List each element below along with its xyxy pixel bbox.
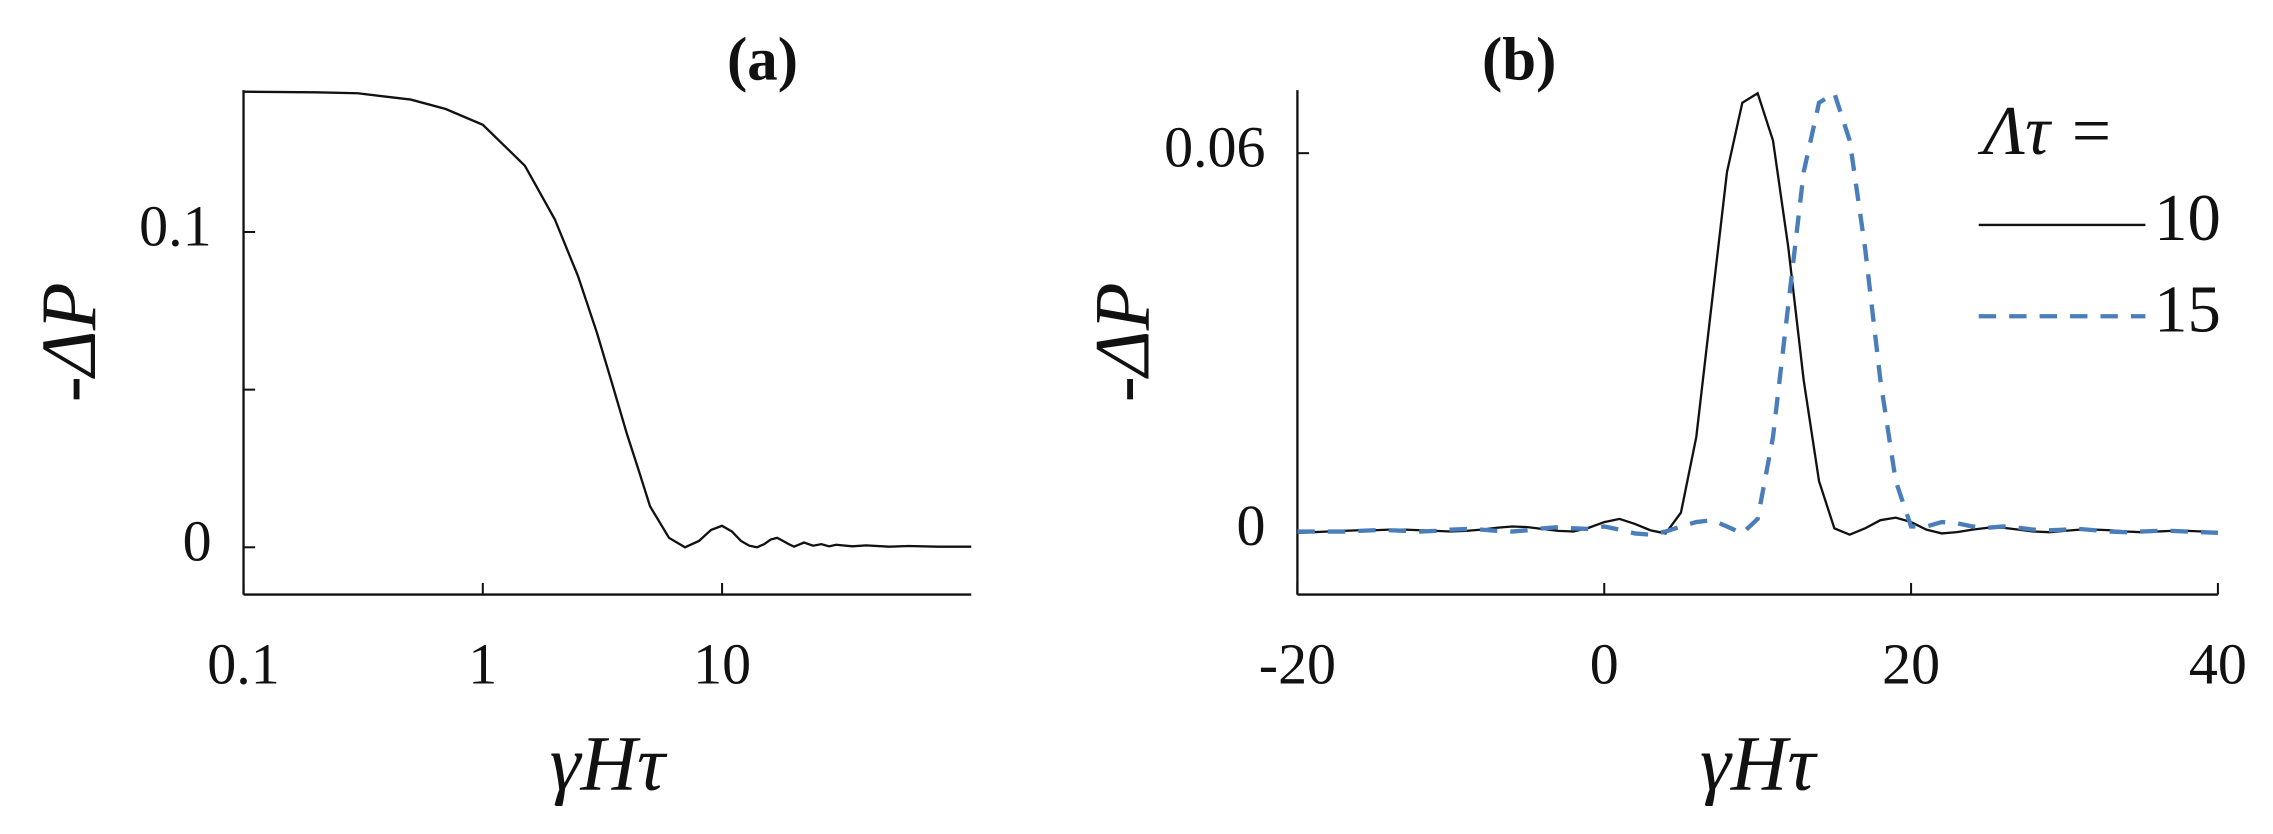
y-tick-label: 0.1 [139,193,211,258]
x-axis-label: γHτ [1700,719,1818,806]
legend-label: 15 [2154,274,2221,347]
y-axis-label: -ΔP [1079,282,1166,402]
y-tick-label: 0.06 [1164,114,1265,179]
legend-title: Λτ = [1977,93,2114,170]
x-tick-label: 0.1 [207,631,279,696]
x-tick-label: 20 [1882,631,1940,696]
x-tick-label: 1 [468,631,497,696]
x-tick-label: 10 [693,631,751,696]
legend-label: 10 [2154,182,2221,255]
x-axis-label: γHτ [550,719,668,806]
x-tick-label: 0 [1590,631,1619,696]
series-line [243,90,972,549]
panel-title: (b) [1482,26,1556,93]
y-axis-label: -ΔP [25,282,112,402]
panel-title: (a) [727,26,798,93]
y-tick-label: 0 [183,509,212,574]
x-tick-label: 40 [2189,631,2247,696]
x-tick-label: -20 [1259,631,1336,696]
y-tick-label: 0 [1237,493,1266,558]
series-line [1297,89,2219,537]
